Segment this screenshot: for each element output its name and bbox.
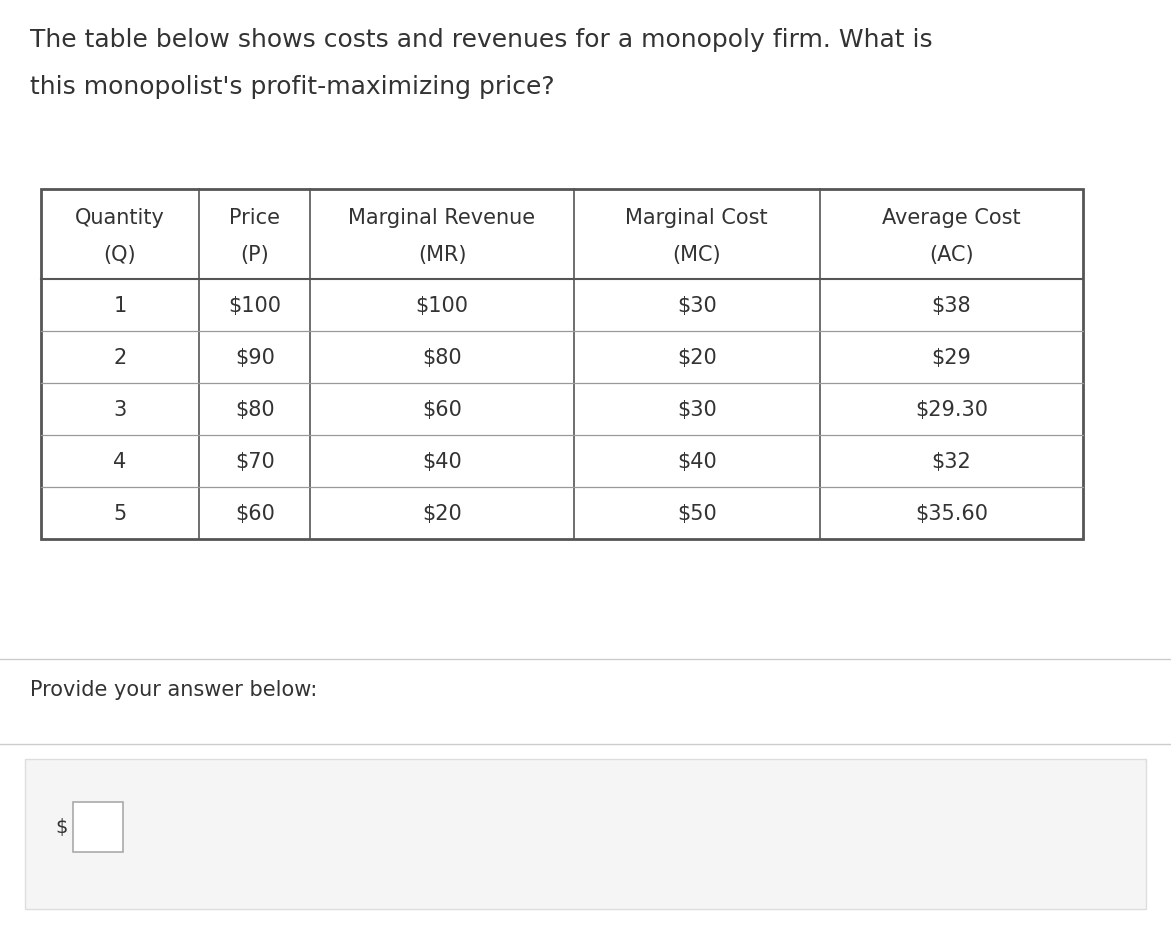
Text: $20: $20 (423, 504, 461, 523)
Text: $80: $80 (423, 348, 461, 367)
Text: Provide your answer below:: Provide your answer below: (30, 679, 317, 699)
Text: $32: $32 (932, 452, 971, 471)
Text: this monopolist's profit-maximizing price?: this monopolist's profit-maximizing pric… (30, 75, 555, 99)
Text: $29.30: $29.30 (915, 400, 988, 419)
Text: $60: $60 (234, 504, 275, 523)
Text: (P): (P) (240, 245, 269, 264)
Bar (73, 802, 123, 852)
Text: $40: $40 (677, 452, 717, 471)
Text: 5: 5 (114, 504, 126, 523)
Text: 3: 3 (114, 400, 126, 419)
Text: $38: $38 (932, 296, 971, 316)
Text: (MC): (MC) (672, 245, 721, 264)
Text: $29: $29 (931, 348, 972, 367)
Text: $100: $100 (228, 296, 281, 316)
Text: The table below shows costs and revenues for a monopoly firm. What is: The table below shows costs and revenues… (30, 28, 932, 52)
Text: $20: $20 (677, 348, 717, 367)
Text: Price: Price (230, 208, 280, 227)
Text: $: $ (55, 818, 68, 836)
Text: $30: $30 (677, 296, 717, 316)
Text: $70: $70 (235, 452, 274, 471)
Text: 4: 4 (114, 452, 126, 471)
Text: $35.60: $35.60 (915, 504, 988, 523)
Text: 2: 2 (114, 348, 126, 367)
Text: Average Cost: Average Cost (882, 208, 1021, 227)
Text: $100: $100 (416, 296, 468, 316)
Bar (25, 759, 1146, 909)
Text: $60: $60 (422, 400, 463, 419)
Text: Marginal Revenue: Marginal Revenue (349, 208, 535, 227)
Bar (41, 190, 1083, 539)
Text: $40: $40 (423, 452, 461, 471)
Text: $90: $90 (234, 348, 275, 367)
Text: $30: $30 (677, 400, 717, 419)
Text: (MR): (MR) (418, 245, 466, 264)
Text: Quantity: Quantity (75, 208, 165, 227)
Text: 1: 1 (114, 296, 126, 316)
Text: (Q): (Q) (104, 245, 136, 264)
Text: $80: $80 (235, 400, 274, 419)
Text: $50: $50 (677, 504, 717, 523)
Text: (AC): (AC) (929, 245, 974, 264)
Text: Marginal Cost: Marginal Cost (625, 208, 768, 227)
